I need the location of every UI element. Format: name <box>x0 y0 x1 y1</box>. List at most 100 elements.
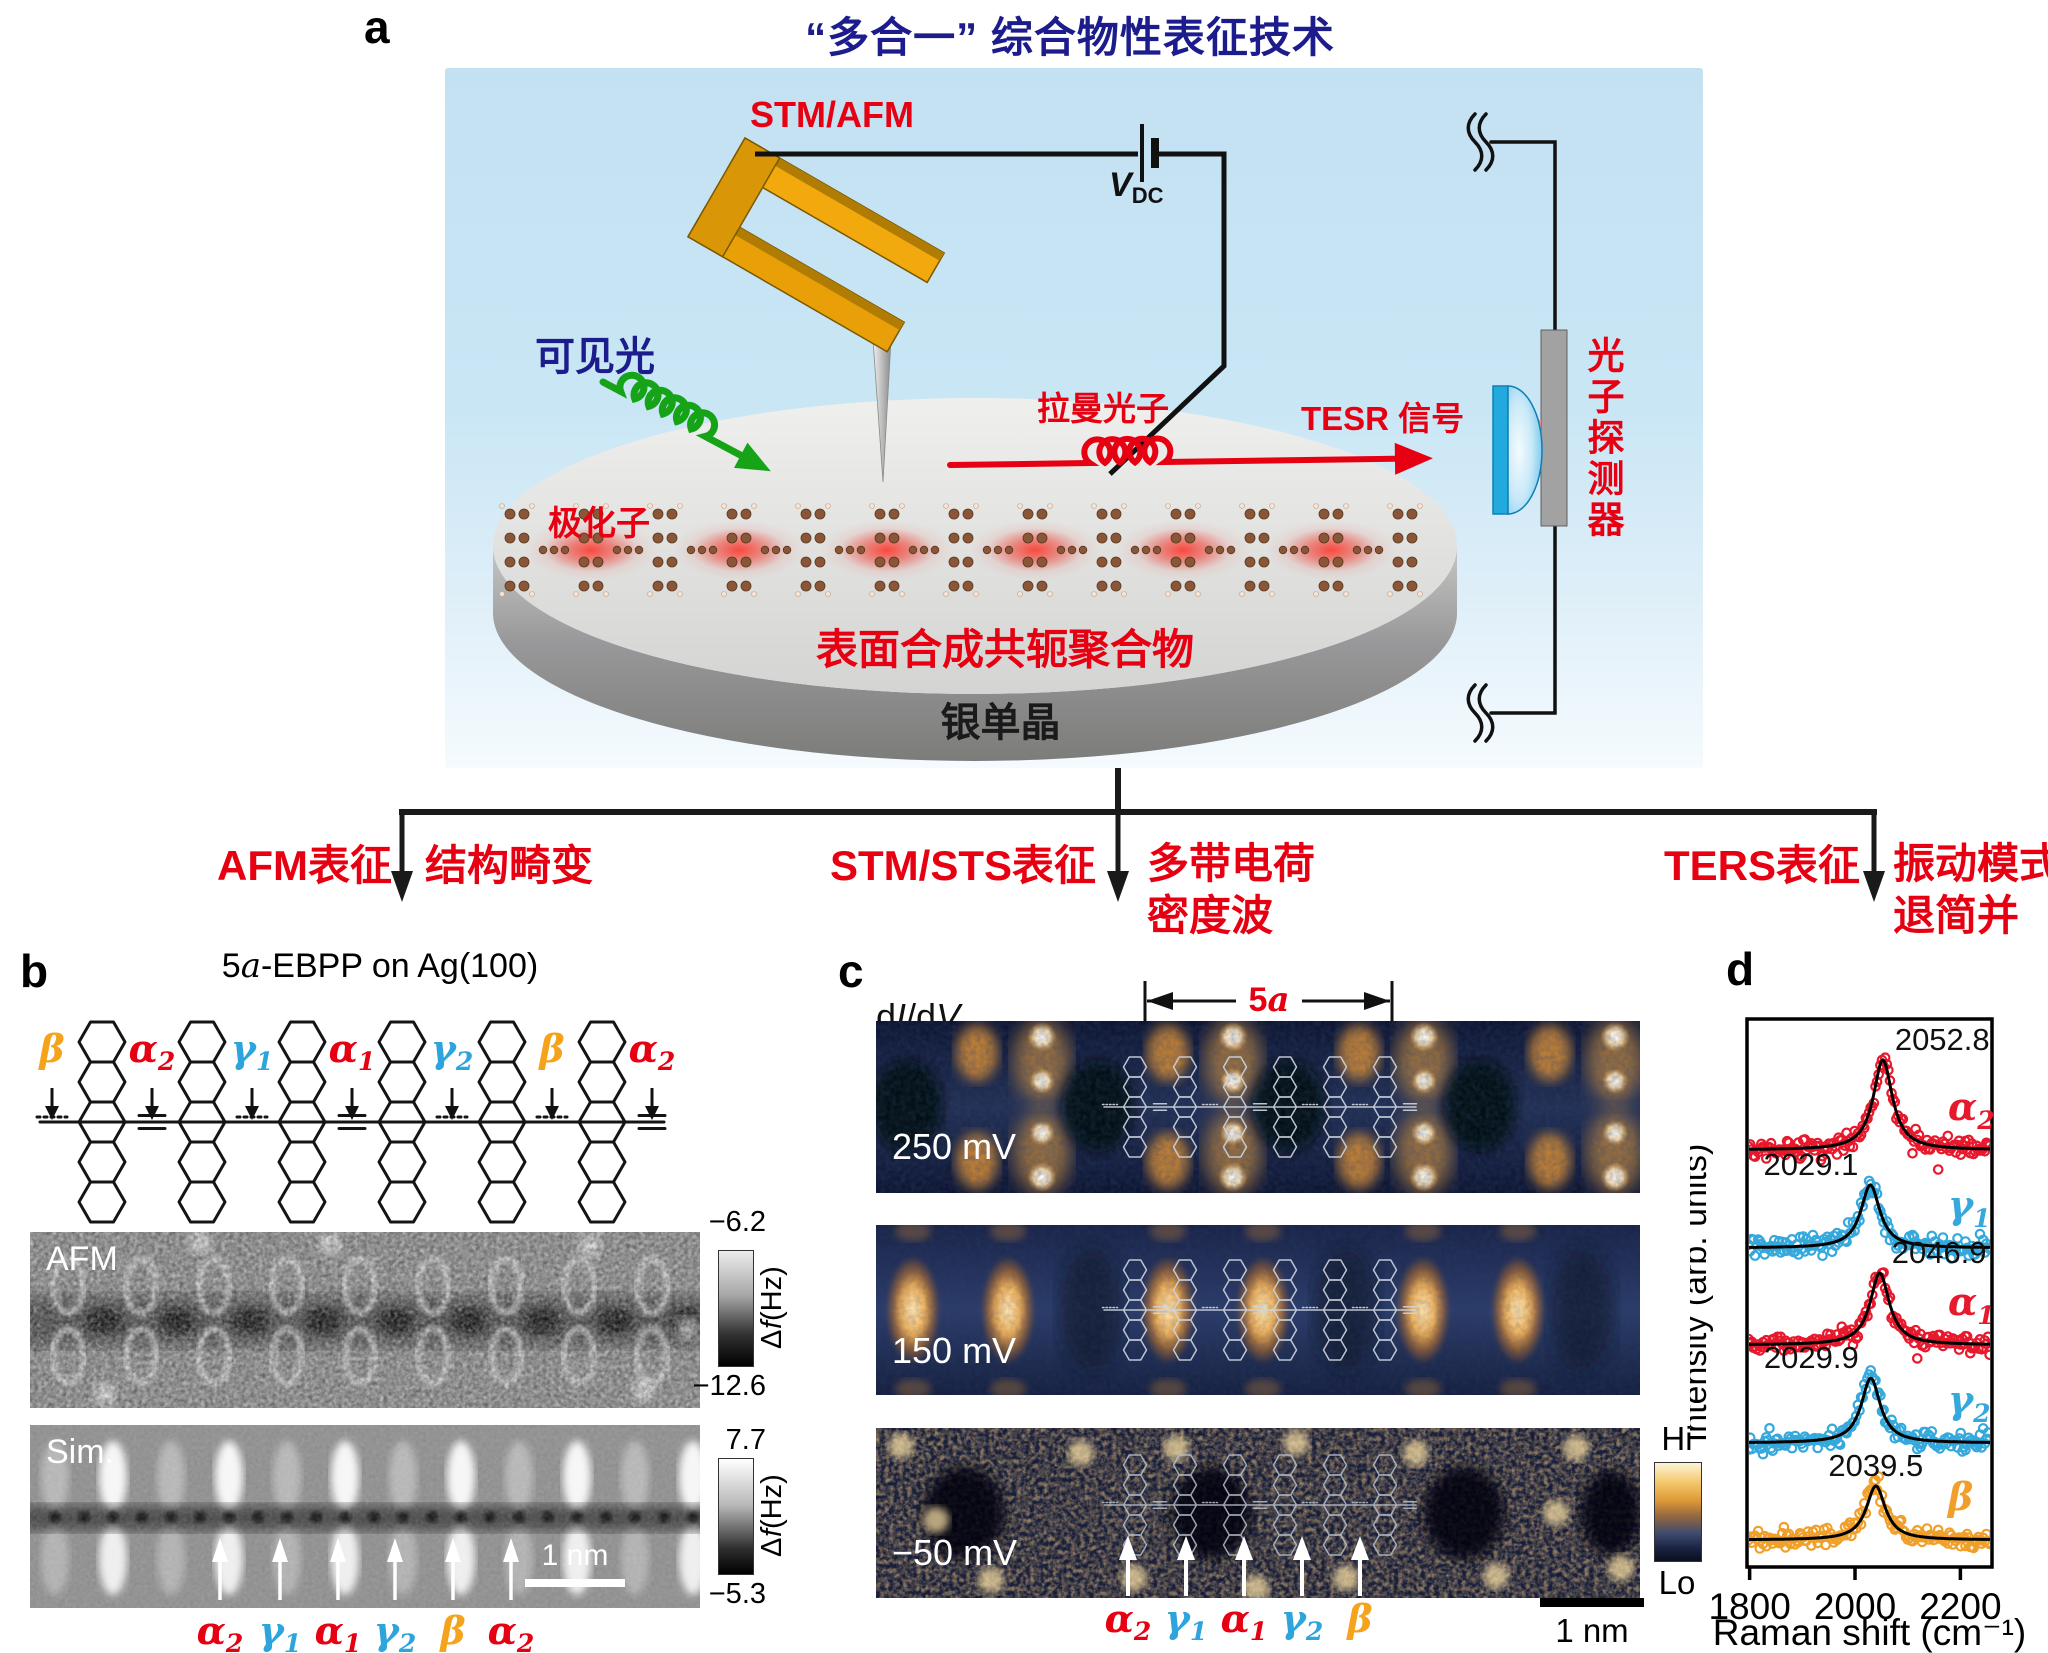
photon-detector-label: 光子探测器 <box>1582 336 1623 541</box>
x-tick-label: 1800 <box>1708 1586 1790 1627</box>
peak-value-label: 2046.9 <box>1892 1235 1987 1270</box>
afm-colorbar <box>718 1250 754 1367</box>
sim-scalebar-label: 1 nm <box>542 1539 609 1572</box>
sim-colorbar-max: 7.7 <box>725 1424 766 1456</box>
map-5a-bracket <box>1143 981 1394 1021</box>
bond-site-label: α2 <box>128 1026 176 1076</box>
sim-site-label: α1 <box>314 1608 362 1653</box>
sts-site-label: α1 <box>1220 1596 1268 1646</box>
sts-colorbar <box>1654 1462 1702 1562</box>
branch-ters-result-line2: 退简并 <box>1893 892 2020 939</box>
afm-image <box>30 1232 700 1408</box>
peak-value-label: 2052.8 <box>1895 1022 1990 1057</box>
scale-bar-label: 1 nm <box>1555 1612 1629 1649</box>
raman-spectra-chart: Intensity (arb. units) Raman shift (cm⁻¹)… <box>1690 1017 2027 1653</box>
sim-colorbar <box>718 1458 754 1575</box>
light-arrows <box>599 371 1433 475</box>
branch-ters-technique: TERS表征 <box>1663 842 1860 889</box>
series-name-label: α1 <box>1948 1279 1995 1330</box>
bias-label-neg50mv: −50 mV <box>892 1532 1018 1573</box>
raman-series-β <box>1749 1471 1990 1554</box>
sts-site-arrows <box>1119 1536 1369 1596</box>
bias-circuit-wire <box>755 151 1227 476</box>
sts-colorbar-lo: Lo <box>1658 1564 1696 1601</box>
schematic-panel: STM/AFM VDC 可见光 极化子 拉曼光子 TESR 信号 表面合成共轭聚… <box>445 68 1703 768</box>
lorentzian-fit <box>1749 1484 1990 1542</box>
sim-site-label: β <box>440 1608 466 1653</box>
sim-site-arrows <box>212 1538 519 1600</box>
bond-site-label: β <box>539 1026 565 1071</box>
raman-series-γ1 <box>1749 1175 1990 1264</box>
sts-site-label: γ2 <box>1280 1596 1324 1646</box>
raman-photon-label: 拉曼光子 <box>1037 390 1169 427</box>
series-name-label: α2 <box>1948 1084 1995 1135</box>
peak-value-label: 2029.1 <box>1764 1147 1859 1182</box>
visible-light-arrow <box>599 371 771 472</box>
bias-label-150mv: 150 mV <box>892 1330 1017 1371</box>
sim-site-label: γ2 <box>373 1608 417 1653</box>
x-tick-label: 2200 <box>1919 1586 2001 1627</box>
scale-bar <box>1540 1598 1644 1607</box>
bond-site-label: γ1 <box>230 1026 274 1076</box>
afm-colorbar-min: −12.6 <box>692 1370 766 1402</box>
sim-site-label: α2 <box>487 1608 535 1653</box>
lorentzian-fit <box>1749 1271 1990 1346</box>
series-name-label: γ1 <box>1948 1182 1991 1233</box>
branch-sts-result-line2: 密度波 <box>1147 892 1274 939</box>
y-axis-label: Intensity (arb. units) <box>1690 1144 1714 1443</box>
raman-series-α1 <box>1749 1267 1990 1364</box>
branch-sts-result-line1: 多带电荷 <box>1147 840 1316 887</box>
bond-site-label: α1 <box>328 1026 376 1076</box>
visible-light-label: 可见光 <box>535 335 655 379</box>
panel-a-label: a <box>364 1 390 53</box>
sts-colorbar-hi: Hi <box>1661 1420 1693 1457</box>
sts-site-label: γ1 <box>1164 1596 1208 1646</box>
figure-title: “多合一” 综合物性表征技术 <box>805 14 1335 61</box>
lorentzian-fit <box>1749 1376 1990 1444</box>
photodetector-plate <box>1540 329 1568 527</box>
qplus-sensor <box>686 136 946 353</box>
tesr-signal-label: TESR 信号 <box>1301 400 1465 437</box>
series-name-label: γ2 <box>1948 1377 1991 1428</box>
branch-connectors <box>391 768 1885 902</box>
silver-crystal-side <box>493 546 1457 761</box>
molecule-title: 5a-EBPP on Ag(100) <box>221 946 539 986</box>
map-5a-label: 5a <box>1248 980 1290 1020</box>
peak-value-label: 2039.5 <box>1828 1448 1923 1483</box>
sts-site-label: β <box>1347 1596 1373 1641</box>
afm-colorbar-max: −6.2 <box>708 1206 766 1238</box>
series-name-label: β <box>1946 1474 1973 1519</box>
panel-d-label: d <box>1726 943 1755 995</box>
afm-simulation-image: 1 nm <box>30 1425 700 1608</box>
x-axis-label: Raman shift (cm⁻¹) <box>1713 1612 2027 1653</box>
bond-site-label: α2 <box>628 1026 676 1076</box>
sim-site-label: α2 <box>196 1608 244 1653</box>
didv-map-250mv <box>876 1021 1640 1193</box>
raman-signal-arrow <box>947 435 1433 475</box>
sim-colorbar-min: −5.3 <box>708 1578 766 1610</box>
sim-image-tag: Sim. <box>46 1433 114 1471</box>
bias-voltage-label: VDC <box>1109 166 1164 208</box>
polymer-chain <box>499 503 1423 597</box>
x-tick-label: 2000 <box>1814 1586 1896 1627</box>
branch-ters-result-line1: 振动模式 <box>1893 840 2048 887</box>
raman-series-γ2 <box>1749 1365 1990 1460</box>
bond-site-label: γ2 <box>430 1026 474 1076</box>
probe-label: STM/AFM <box>750 94 914 135</box>
branch-sts-technique: STM/STS表征 <box>830 842 1097 889</box>
sts-site-label: α2 <box>1104 1596 1152 1646</box>
substrate-label: 银单晶 <box>940 701 1061 745</box>
lorentzian-fit <box>1749 1058 1990 1151</box>
plot-box <box>1745 1017 1994 1569</box>
branch-afm-result: 结构畸变 <box>425 842 594 889</box>
didv-map-150mv <box>876 1225 1640 1395</box>
panel-b-label: b <box>20 945 49 997</box>
sim-scalebar <box>525 1579 625 1587</box>
bias-label-250mv: 250 mV <box>892 1126 1017 1167</box>
polymer-label: 表面合成共轭聚合物 <box>815 626 1194 673</box>
collection-lens <box>1492 385 1543 515</box>
lorentzian-fit <box>1749 1183 1990 1249</box>
